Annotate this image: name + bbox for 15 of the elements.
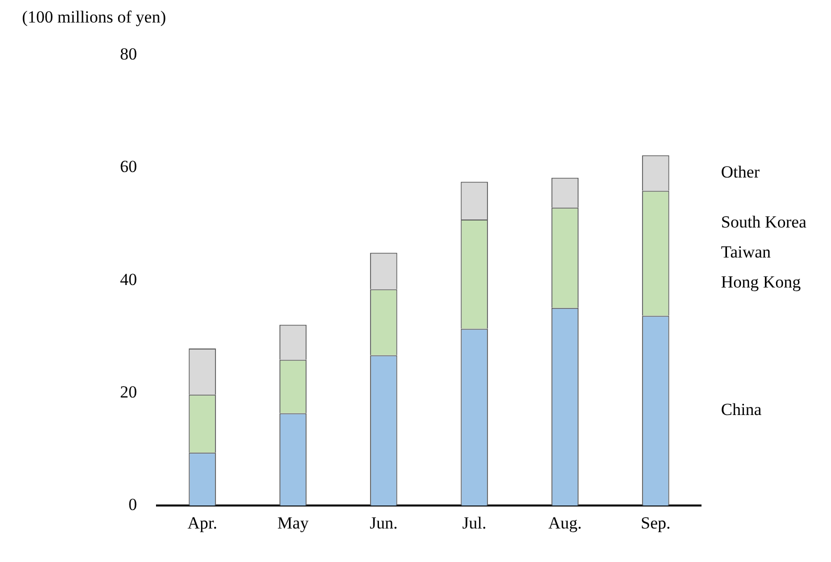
y-tick-label: 0 [128,495,137,514]
y-tick-label: 20 [120,382,137,402]
x-tick-label: Jun. [370,513,398,532]
text: China [721,400,762,420]
x-tick-label: Apr. [187,513,218,532]
x-tick-label: Aug. [548,513,582,532]
x-tick-label: Jul. [462,513,486,532]
y-axis-title: (100 millions of yen) [22,7,166,26]
text: South Korea Taiwan Hong Kong [721,212,807,292]
x-tick-label: Sep. [640,513,671,532]
x-tick-label: May [277,513,310,532]
y-tick-label: 40 [120,270,137,289]
y-tick-label: 80 [120,44,137,64]
text: Other [721,162,760,182]
y-tick-label: 60 [120,157,137,176]
